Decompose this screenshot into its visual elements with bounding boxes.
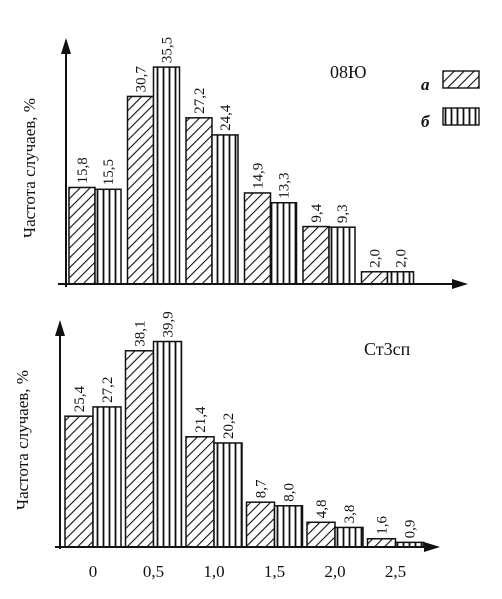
value-label-bottom-s1-2: 21,4 <box>193 406 209 433</box>
bottom-chart-title: Ст3сп <box>364 339 411 359</box>
x-tick-label-5: 2,5 <box>385 562 406 581</box>
value-label-top-s1-0: 15,8 <box>75 157 91 183</box>
bar-bottom-s1-1 <box>124 350 155 548</box>
bottom-value-labels: 25,4 38,1 21,4 8,7 4,8 1,6 27,2 39,9 20,2 8,0 3,8 0… <box>72 311 419 538</box>
value-label-top-s2-3: 13,3 <box>277 172 293 198</box>
value-label-top-s2-1: 35,5 <box>160 37 176 63</box>
bar-top-s1-0 <box>68 186 96 285</box>
x-tick-label-0: 0 <box>89 562 98 581</box>
legend-label-a: а <box>421 75 430 94</box>
bottom-x-tick-labels: 0 0,5 1,0 1,5 2,0 2,5 <box>89 562 406 581</box>
bottom-y-axis-label: Частота случаев, % <box>13 370 32 510</box>
bar-bottom-s1-4 <box>306 521 336 548</box>
top-x-axis-arrow <box>452 279 468 289</box>
value-label-top-s1-2: 27,2 <box>192 88 208 114</box>
top-chart-title: 08Ю <box>330 62 367 82</box>
bar-bottom-s1-5 <box>366 538 397 548</box>
bar-top-s1-3 <box>243 192 272 285</box>
value-label-top-s2-4: 9,3 <box>335 204 351 223</box>
bar-bottom-s1-2 <box>185 436 215 548</box>
value-label-bottom-s1-3: 8,7 <box>254 479 270 498</box>
bar-bottom-s2-2 <box>213 442 243 548</box>
bottom-bars <box>64 340 425 548</box>
value-label-bottom-s1-5: 1,6 <box>375 516 391 535</box>
bar-top-s1-2 <box>185 117 213 285</box>
legend-label-b: б <box>421 112 431 131</box>
bar-top-s2-5 <box>386 271 415 285</box>
bar-bottom-s1-3 <box>245 501 276 548</box>
top-y-axis-arrow <box>61 38 71 54</box>
x-tick-label-1: 0,5 <box>143 562 164 581</box>
top-bars <box>68 66 415 285</box>
bar-top-s2-1 <box>152 66 181 285</box>
value-label-bottom-s2-4: 3,8 <box>342 505 358 524</box>
legend-swatch-a <box>442 70 480 89</box>
value-label-bottom-s1-1: 38,1 <box>133 321 149 347</box>
chart-bottom: 25,4 38,1 21,4 8,7 4,8 1,6 27,2 39,9 20,2 8,0 3,8 0… <box>13 311 440 581</box>
legend-swatch-b <box>442 107 480 126</box>
value-label-bottom-s2-3: 8,0 <box>282 483 298 502</box>
value-label-bottom-s2-2: 20,2 <box>221 413 237 439</box>
top-value-labels: 15,8 30,7 27,2 14,9 9,4 2,0 15,5 35,5 24,4 13,3 9,… <box>75 37 410 268</box>
x-tick-label-3: 1,5 <box>264 562 285 581</box>
value-label-top-s2-2: 24,4 <box>218 104 234 131</box>
x-tick-label-2: 1,0 <box>203 562 224 581</box>
bar-top-s2-0 <box>94 188 122 285</box>
legend: а б <box>421 70 480 131</box>
bottom-y-axis-arrow <box>55 320 65 336</box>
bar-top-s2-3 <box>269 201 298 285</box>
bar-bottom-s2-0 <box>92 406 122 548</box>
value-label-top-s1-1: 30,7 <box>134 66 150 93</box>
bar-bottom-s2-3 <box>273 505 304 548</box>
bar-bottom-s2-1 <box>152 340 183 548</box>
bottom-x-axis-arrow <box>424 542 440 552</box>
chart-top: 15,8 30,7 27,2 14,9 9,4 2,0 15,5 35,5 24,4 13,3 9,… <box>20 37 468 289</box>
bar-top-s1-1 <box>126 95 155 285</box>
bar-bottom-s1-0 <box>64 415 94 548</box>
value-label-bottom-s2-0: 27,2 <box>100 377 116 403</box>
value-label-bottom-s1-4: 4,8 <box>314 500 330 519</box>
top-y-axis-label: Частота случаев, % <box>20 98 39 238</box>
bar-top-s2-2 <box>211 134 239 285</box>
bar-top-s1-5 <box>360 271 389 285</box>
value-label-top-s1-5: 2,0 <box>368 249 384 268</box>
value-label-top-s2-0: 15,5 <box>101 159 117 185</box>
value-label-bottom-s1-0: 25,4 <box>72 385 88 412</box>
value-label-bottom-s2-5: 0,9 <box>403 520 419 539</box>
bar-bottom-s2-4 <box>334 526 364 548</box>
bar-top-s2-4 <box>328 226 356 285</box>
value-label-top-s2-5: 2,0 <box>394 249 410 268</box>
x-tick-label-4: 2,0 <box>324 562 345 581</box>
value-label-top-s1-4: 9,4 <box>309 203 325 222</box>
bar-top-s1-4 <box>302 225 330 285</box>
value-label-bottom-s2-1: 39,9 <box>161 311 177 337</box>
value-label-top-s1-3: 14,9 <box>251 163 267 189</box>
